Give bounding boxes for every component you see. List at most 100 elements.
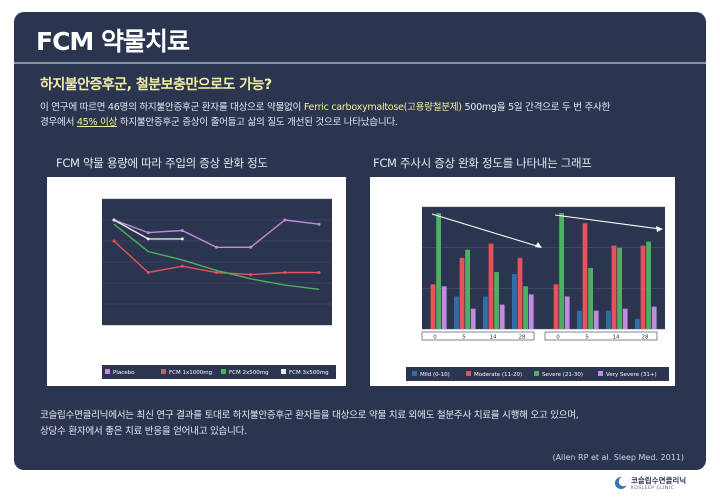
y-tick-label: 0 (414, 327, 418, 334)
y-tick-label: 25 (88, 218, 96, 225)
legend-swatch (466, 371, 471, 376)
legend-swatch (281, 369, 286, 374)
bar (593, 310, 599, 329)
bar (470, 308, 476, 329)
conclusion-line-1: 코슬립수면클리닉에서는 최신 연구 결과를 토대로 하지불안증후군 환자들을 대… (40, 410, 579, 421)
intro-text-2: 500mg을 5일 간격으로 두 번 주사한 (461, 102, 611, 113)
bar (528, 294, 534, 329)
trend-arrow-line (431, 213, 541, 248)
data-point (180, 229, 184, 232)
intro-drug-name: Ferric carboxymaltose(고용량철분제) (303, 102, 462, 113)
line-chart-box: 0 5 10 15 20 25 30 0 14 28 56 84 112 140 Days After 1s… (47, 177, 346, 386)
bar (611, 245, 617, 329)
y-tick-label: 20 (88, 239, 96, 246)
bar (577, 310, 582, 329)
y-tick-label: 10 (88, 281, 96, 288)
data-point (180, 237, 184, 241)
bar (553, 284, 559, 329)
legend-label: Severe (21-30) (542, 372, 583, 378)
line-legend-bg (102, 365, 336, 379)
bar (494, 272, 499, 329)
bar (564, 296, 570, 329)
legend-label: FCM 2x500mg (229, 370, 269, 376)
data-point (112, 218, 116, 222)
conclusion-paragraph: 코슬립수면클리닉에서는 최신 연구 결과를 토대로 하지불안증후군 환자들을 대… (40, 408, 700, 440)
citation: (Allen RP et al. Sleep Med. 2011) (552, 453, 684, 462)
bar (488, 243, 494, 329)
legend-swatch (221, 369, 226, 374)
data-point (283, 218, 287, 222)
data-point (215, 245, 218, 249)
conclusion-line-2: 상당수 환자에서 좋은 치료 반응을 얻어내고 있습니다. (40, 426, 247, 437)
bar (459, 257, 465, 329)
legend-swatch (598, 371, 603, 376)
intro-text-1: 이 연구에 따르면 46명의 하지불안증후군 환자를 대상으로 약물없이 (40, 102, 304, 113)
legend-label: Mild (0-10) (420, 372, 450, 378)
bar (499, 304, 505, 329)
logo-name: 코슬립수면클리닉 (631, 476, 687, 485)
category-strip (544, 331, 658, 341)
bar (512, 274, 517, 329)
moon-logo-icon (615, 476, 628, 489)
bar (517, 257, 523, 329)
bar-chart-box: 0 20% 40% 60% Subjects (%) 0 5 14 28 FCM 2x500 mg… (370, 177, 675, 386)
x-tick-label: 56 (213, 334, 221, 341)
y-tick-label: 40% (405, 246, 419, 253)
category-strip (421, 331, 535, 341)
y-axis-label: Subjects (%) (394, 245, 402, 291)
data-point (180, 264, 184, 268)
y-tick-label: 0 (92, 323, 96, 330)
intro-paragraph: 이 연구에 따르면 46명의 하지불안증후군 환자를 대상으로 약물없이 Fer… (40, 100, 700, 130)
x-tick-label: 14 (490, 335, 497, 341)
bar (436, 213, 441, 329)
y-tick-label: 30 (88, 197, 96, 204)
bar (646, 241, 651, 329)
bar (559, 213, 564, 329)
bar (523, 286, 528, 329)
bar (454, 296, 459, 329)
legend-swatch (161, 369, 166, 374)
trend-arrow-line (554, 214, 661, 230)
data-point (317, 271, 321, 274)
trend-arrowhead (535, 242, 542, 248)
line-chart-title: FCM 약물 용량에 따라 주입의 증상 완화 정도 (56, 156, 268, 170)
bar (606, 310, 611, 329)
bar (582, 223, 588, 329)
x-tick-label: 5 (462, 335, 466, 341)
intro-text-3: 경우에서 (40, 117, 77, 128)
bar (465, 249, 470, 329)
x-tick-label: 0 (433, 335, 437, 341)
y-tick-label: 60% (405, 205, 419, 212)
x-tick-label: 28 (519, 335, 526, 341)
bar (617, 247, 622, 329)
x-tick-label: 112 (279, 334, 291, 341)
bar-chart-title: FCM 주사시 증상 완화 정도를 나타내는 그래프 (373, 156, 592, 170)
y-tick-label: 15 (88, 260, 96, 267)
data-point (146, 271, 150, 274)
y-axis-label: Mean Score (71, 240, 79, 283)
bar (640, 245, 646, 329)
x-tick-label: 28 (179, 334, 187, 341)
x-tick-label: 0 (112, 334, 116, 341)
data-point (249, 273, 253, 277)
clinic-logo: 코슬립수면클리닉 KOSLEEP CLINIC (614, 475, 686, 491)
bar (588, 268, 593, 329)
intro-percentage: 45% 이상 (76, 117, 118, 128)
data-point (112, 239, 116, 243)
page-subtitle: 하지불안증후군, 철분보충만으로도 가능? (40, 77, 272, 93)
x-tick-label: 14 (613, 335, 620, 341)
legend-swatch (534, 371, 539, 376)
bar (430, 284, 436, 329)
data-point (146, 237, 150, 241)
page-title: FCM 약물치료 (36, 27, 190, 56)
x-axis-label: Days After 1st Infusion (168, 348, 265, 357)
data-point (249, 245, 253, 249)
bar (651, 306, 657, 329)
y-tick-label: 20% (405, 286, 419, 293)
main-panel: FCM 약물치료 하지불안증후군, 철분보충만으로도 가능? 이 연구에 따르면… (14, 12, 706, 470)
bar (441, 286, 447, 329)
data-point (283, 271, 287, 274)
legend-swatch (412, 371, 417, 376)
bar (622, 308, 628, 329)
